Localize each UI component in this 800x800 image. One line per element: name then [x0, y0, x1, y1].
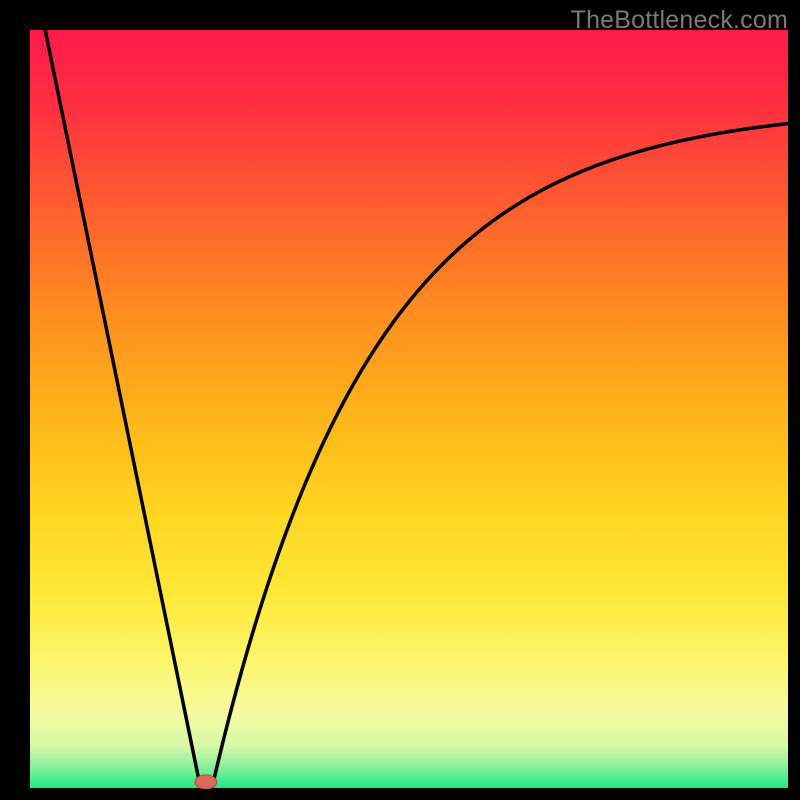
watermark-text: TheBottleneck.com — [571, 6, 788, 35]
optimal-point-marker — [195, 775, 217, 789]
chart-svg — [0, 0, 800, 800]
chart-root: TheBottleneck.com — [0, 0, 800, 800]
